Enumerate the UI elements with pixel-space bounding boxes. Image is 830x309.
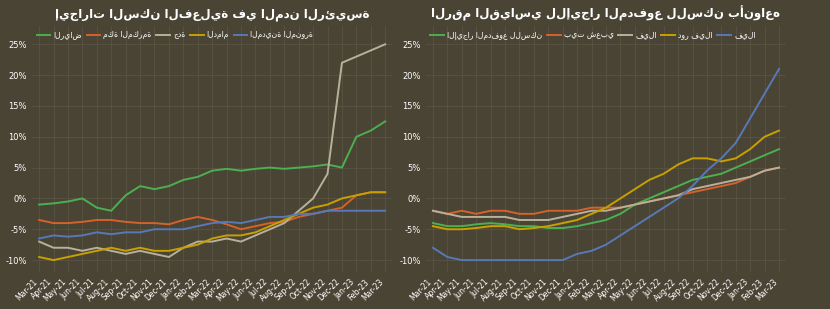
Legend: الإيجار المدفوع للسكن, بيت شعبي, فيلا, دور فيلا, فيلا: الإيجار المدفوع للسكن, بيت شعبي, فيلا, د…	[430, 30, 756, 40]
Legend: الرياض, مكة المكرمة, جدة, الدمام, المدينة المنورة: الرياض, مكة المكرمة, جدة, الدمام, المدين…	[36, 30, 314, 40]
Title: الرقم القياسي للإيجار المدفوع للسكن بأنواعه: الرقم القياسي للإيجار المدفوع للسكن بأنو…	[432, 6, 780, 21]
Title: إيجارات السكن الفعلية في المدن الرئيسة: إيجارات السكن الفعلية في المدن الرئيسة	[55, 8, 369, 21]
